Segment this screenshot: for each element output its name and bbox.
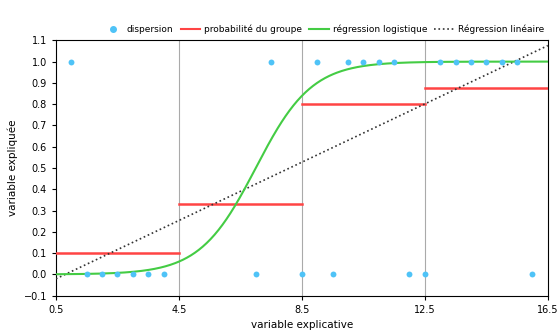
Point — [312, 59, 321, 64]
Point — [82, 272, 91, 277]
Point — [297, 272, 306, 277]
Y-axis label: variable expliquée: variable expliquée — [7, 120, 18, 216]
Point — [466, 59, 475, 64]
Point — [97, 272, 106, 277]
Point — [113, 272, 122, 277]
Point — [405, 272, 414, 277]
Point — [251, 272, 260, 277]
Point — [436, 59, 445, 64]
Point — [267, 59, 276, 64]
Point — [528, 272, 537, 277]
Point — [328, 272, 337, 277]
Point — [359, 59, 368, 64]
Point — [375, 59, 383, 64]
Point — [482, 59, 491, 64]
Point — [67, 59, 76, 64]
Legend: dispersion, probabilité du groupe, régression logistique, Régression linéaire: dispersion, probabilité du groupe, régre… — [100, 21, 548, 38]
Point — [144, 272, 153, 277]
Point — [451, 59, 460, 64]
Point — [420, 272, 429, 277]
Point — [128, 272, 138, 277]
Point — [159, 272, 168, 277]
Point — [513, 59, 522, 64]
X-axis label: variable explicative: variable explicative — [251, 320, 353, 330]
Point — [390, 59, 399, 64]
Point — [498, 59, 506, 64]
Point — [343, 59, 352, 64]
